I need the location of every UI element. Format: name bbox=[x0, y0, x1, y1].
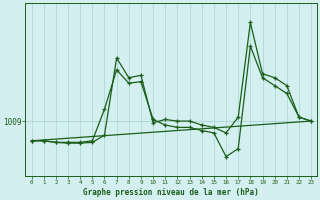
X-axis label: Graphe pression niveau de la mer (hPa): Graphe pression niveau de la mer (hPa) bbox=[84, 188, 259, 197]
